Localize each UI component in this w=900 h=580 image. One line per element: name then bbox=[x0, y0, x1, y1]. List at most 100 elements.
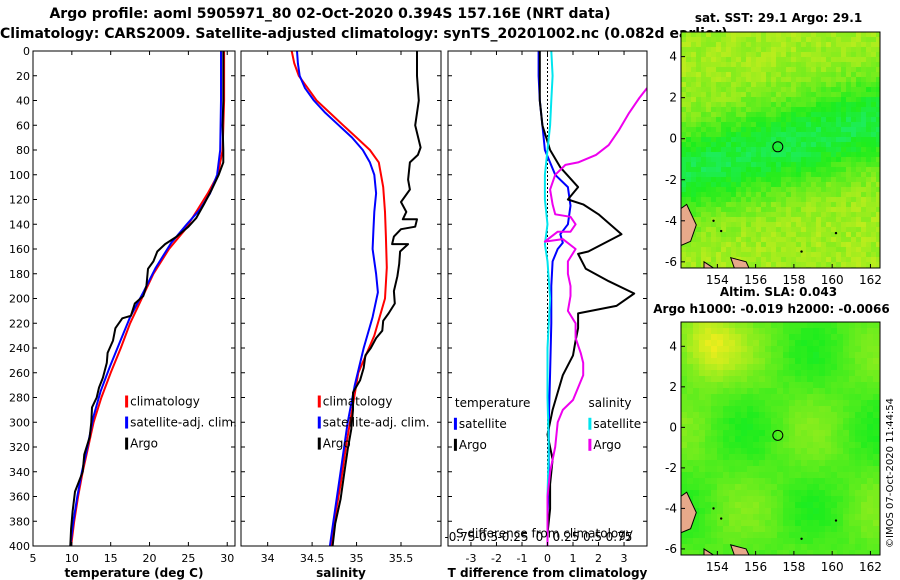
map-cell bbox=[786, 192, 791, 197]
map-cell bbox=[831, 42, 836, 47]
map-cell bbox=[747, 496, 753, 502]
map-cell bbox=[765, 406, 771, 412]
map-cell bbox=[837, 514, 843, 520]
map-cell bbox=[706, 87, 711, 92]
map-cell bbox=[795, 460, 801, 466]
map-cell bbox=[693, 526, 699, 532]
map-cell bbox=[711, 92, 716, 97]
map-cell bbox=[681, 358, 687, 364]
map-cell bbox=[843, 508, 849, 514]
map-cell bbox=[781, 132, 786, 137]
map-cell bbox=[789, 472, 795, 478]
map-cell bbox=[841, 187, 846, 192]
map-cell bbox=[701, 192, 706, 197]
map-cell bbox=[753, 448, 759, 454]
map-cell bbox=[811, 77, 816, 82]
map-cell bbox=[795, 526, 801, 532]
map-cell bbox=[765, 418, 771, 424]
island-dot bbox=[719, 229, 723, 233]
map-cell bbox=[771, 107, 776, 112]
map-cell bbox=[789, 442, 795, 448]
map-cell bbox=[813, 508, 819, 514]
map-cell bbox=[765, 340, 771, 346]
map-cell bbox=[735, 388, 741, 394]
map-cell bbox=[801, 212, 806, 217]
map-cell bbox=[855, 412, 861, 418]
map-cell bbox=[855, 448, 861, 454]
map-cell bbox=[837, 532, 843, 538]
map-cell bbox=[807, 550, 813, 555]
map-cell bbox=[825, 430, 831, 436]
map-cell bbox=[736, 202, 741, 207]
map-cell bbox=[771, 550, 777, 555]
map-cell bbox=[746, 222, 751, 227]
map-cell bbox=[729, 370, 735, 376]
map-cell bbox=[723, 340, 729, 346]
map-cell bbox=[686, 77, 691, 82]
map-cell bbox=[693, 346, 699, 352]
map-cell bbox=[855, 334, 861, 340]
map-cell bbox=[843, 412, 849, 418]
map-cell bbox=[735, 532, 741, 538]
map-cell bbox=[699, 508, 705, 514]
map-cell bbox=[723, 436, 729, 442]
map-cell bbox=[801, 62, 806, 67]
map-cell bbox=[723, 364, 729, 370]
map-cell bbox=[711, 544, 717, 550]
map-cell bbox=[866, 222, 871, 227]
map-cell bbox=[806, 132, 811, 137]
map-cell bbox=[851, 217, 856, 222]
map-cell bbox=[783, 424, 789, 430]
map-cell bbox=[723, 448, 729, 454]
map-cell bbox=[876, 162, 880, 167]
map-cell bbox=[736, 252, 741, 257]
map-cell bbox=[771, 152, 776, 157]
map-cell bbox=[721, 77, 726, 82]
map-cell bbox=[871, 127, 876, 132]
map-cell bbox=[751, 107, 756, 112]
map-cell bbox=[711, 142, 716, 147]
map-cell bbox=[776, 137, 781, 142]
map-cell bbox=[861, 334, 867, 340]
map-cell bbox=[735, 334, 741, 340]
map-cell bbox=[826, 232, 831, 237]
map-cell bbox=[776, 102, 781, 107]
map-cell bbox=[706, 167, 711, 172]
map-cell bbox=[783, 388, 789, 394]
map-cell bbox=[806, 37, 811, 42]
map-cell bbox=[756, 112, 761, 117]
map-cell bbox=[753, 460, 759, 466]
map-cell bbox=[806, 142, 811, 147]
map-cell bbox=[741, 526, 747, 532]
map-cell bbox=[741, 490, 747, 496]
map-cell bbox=[706, 182, 711, 187]
map-cell bbox=[729, 520, 735, 526]
map-cell bbox=[777, 364, 783, 370]
map-cell bbox=[789, 388, 795, 394]
map-x-tick-label: 160 bbox=[821, 560, 844, 574]
map-cell bbox=[706, 82, 711, 87]
map-cell bbox=[761, 57, 766, 62]
map-cell bbox=[699, 358, 705, 364]
map-cell bbox=[741, 346, 747, 352]
map-cell bbox=[855, 436, 861, 442]
map-cell bbox=[796, 112, 801, 117]
map-cell bbox=[693, 322, 699, 328]
map-cell bbox=[801, 227, 806, 232]
map-cell bbox=[806, 87, 811, 92]
map-cell bbox=[791, 57, 796, 62]
map-cell bbox=[831, 550, 837, 555]
map-cell bbox=[796, 262, 801, 267]
map-cell bbox=[706, 32, 711, 37]
map-cell bbox=[765, 346, 771, 352]
map-cell bbox=[791, 177, 796, 182]
map-cell bbox=[861, 42, 866, 47]
map-cell bbox=[871, 132, 876, 137]
map-cell bbox=[783, 436, 789, 442]
map-cell bbox=[837, 322, 843, 328]
map-cell bbox=[851, 82, 856, 87]
map-cell bbox=[813, 532, 819, 538]
map-cell bbox=[761, 207, 766, 212]
map-cell bbox=[856, 87, 861, 92]
map-cell bbox=[771, 162, 776, 167]
